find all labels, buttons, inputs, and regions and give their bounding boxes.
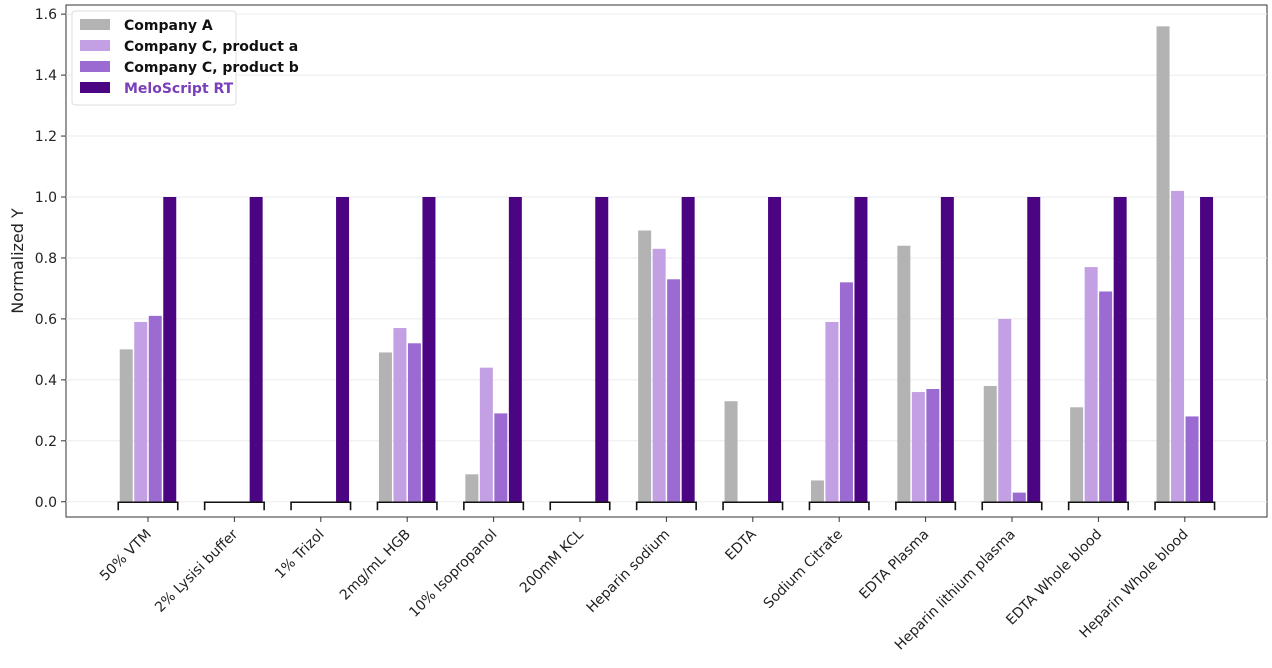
y-axis-label: Normalized Y: [8, 208, 27, 314]
group-bracket: [203, 501, 265, 511]
bar: [638, 230, 652, 502]
bar: [479, 367, 493, 502]
bar: [422, 197, 436, 502]
x-tick-label: 2% Lysisi buffer: [152, 526, 241, 615]
x-tick-label: EDTA: [722, 526, 760, 564]
legend-swatch: [80, 40, 110, 51]
bars-layer: [119, 26, 1214, 503]
x-tick-label: 10% Isopropanol: [406, 527, 500, 621]
bar: [724, 401, 738, 502]
legend-box: [71, 10, 237, 106]
bar: [1171, 190, 1185, 502]
brackets-layer: [117, 501, 1216, 511]
y-tick-label: 0.0: [35, 495, 57, 511]
bar: [595, 197, 609, 502]
bar: [768, 197, 782, 502]
bar: [998, 318, 1012, 502]
bar: [810, 480, 824, 502]
y-tick-label: 0.6: [35, 312, 57, 328]
y-tick-label: 1.6: [35, 7, 57, 23]
bar: [393, 328, 407, 502]
legend-swatch: [80, 19, 110, 30]
bar: [911, 392, 925, 502]
bar: [134, 321, 148, 502]
y-tick-label: 1.0: [35, 190, 57, 206]
bar: [652, 248, 666, 502]
bar: [1070, 407, 1084, 502]
bar: [926, 389, 940, 502]
bar: [407, 343, 421, 502]
bar: [163, 197, 177, 502]
bar: [1084, 267, 1098, 502]
legend-swatch: [80, 82, 110, 93]
y-tick-label: 1.2: [35, 129, 57, 145]
legend-swatch: [80, 61, 110, 72]
x-tick-label: Heparin sodium: [584, 527, 674, 617]
legend: Company A Company C, product a Company C, …: [71, 10, 299, 106]
group-bracket: [808, 501, 870, 511]
group-bracket: [1154, 501, 1216, 511]
bar: [1185, 416, 1199, 502]
bar: [119, 349, 133, 502]
group-bracket: [981, 501, 1043, 511]
bar: [1099, 291, 1113, 502]
group-bracket: [463, 501, 525, 511]
y-axis: 0.0 0.2 0.4 0.6 0.8 1.0 1.2 1.4 1.6: [35, 7, 66, 511]
bar: [378, 352, 392, 502]
group-bracket: [549, 501, 611, 511]
bar: [249, 197, 263, 502]
x-tick-label: 1% Trizol: [272, 527, 328, 583]
bar: [1200, 197, 1214, 502]
x-tick-label: Sodium Citrate: [761, 527, 846, 612]
x-tick-label: 200mM KCL: [517, 526, 587, 596]
y-tick-label: 0.8: [35, 251, 57, 267]
x-tick-label: EDTA Whole blood: [1003, 527, 1105, 629]
group-bracket: [895, 501, 957, 511]
legend-label: Company C, product a: [124, 39, 298, 55]
bar: [1027, 197, 1041, 502]
bar: [336, 197, 350, 502]
group-bracket: [1067, 501, 1129, 511]
legend-items: Company A Company C, product a Company C, …: [80, 18, 299, 97]
bar: [897, 245, 911, 502]
bar: [1012, 492, 1026, 502]
group-bracket: [290, 501, 352, 511]
group-bracket: [635, 501, 697, 511]
group-bracket: [376, 501, 438, 511]
bar: [839, 282, 853, 502]
x-tick-label: EDTA Plasma: [856, 527, 932, 603]
group-bracket: [722, 501, 784, 511]
bar: [508, 197, 522, 502]
y-tick-label: 0.2: [35, 434, 57, 450]
y-tick-label: 1.4: [35, 68, 57, 84]
bar: [465, 474, 479, 502]
bar: [667, 279, 681, 502]
bar: [1113, 197, 1127, 502]
grid-layer: [66, 13, 1267, 503]
bar: [983, 385, 997, 502]
bar: [940, 197, 954, 502]
legend-label: Company A: [124, 18, 213, 34]
legend-label: MeloScript RT: [124, 81, 234, 97]
bar: [1156, 26, 1170, 502]
x-tick-label: 50% VTM: [97, 527, 155, 585]
x-tick-label: 2mg/mL HGB: [337, 527, 414, 604]
bar: [854, 197, 868, 502]
group-bracket: [117, 501, 179, 511]
legend-label: Company C, product b: [124, 60, 299, 76]
bar: [494, 413, 508, 502]
y-tick-label: 0.4: [35, 373, 57, 389]
bar: [148, 315, 162, 502]
bar: [825, 321, 839, 502]
bar: [681, 197, 695, 502]
